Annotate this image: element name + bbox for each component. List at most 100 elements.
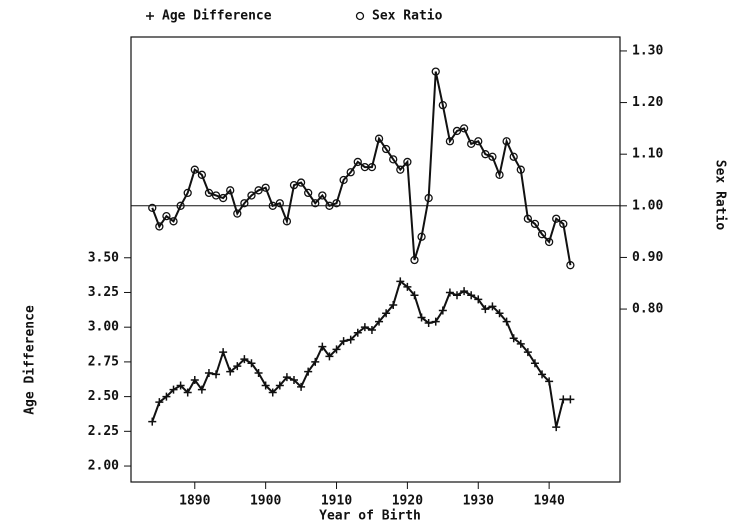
circle-marker — [233, 209, 242, 218]
y2-tick-label: 1.00 — [632, 198, 663, 213]
plus-marker — [254, 369, 263, 378]
plus-marker — [297, 382, 306, 391]
circle-marker — [226, 186, 235, 195]
circle-marker — [282, 217, 292, 226]
x-tick-label: 1890 — [179, 494, 210, 509]
y-tick-label: 2.75 — [88, 354, 119, 369]
circle-marker — [424, 193, 433, 203]
plus-marker — [290, 375, 298, 384]
y2-tick-label: 1.30 — [632, 43, 663, 58]
plus-marker — [176, 381, 185, 390]
plus-marker — [559, 395, 568, 404]
circle-marker — [367, 162, 377, 172]
y2-tick-label: 0.90 — [632, 250, 663, 265]
circle-marker — [197, 170, 207, 179]
plus-marker — [339, 337, 348, 346]
circle-marker — [289, 181, 299, 190]
circle-marker — [183, 188, 192, 198]
circle-marker — [318, 191, 327, 200]
circle-marker — [552, 214, 561, 223]
plus-marker — [375, 317, 384, 326]
plus-marker — [552, 423, 561, 432]
plus-marker — [190, 375, 199, 384]
x-tick-label: 1920 — [392, 494, 423, 509]
y2-tick-label: 1.20 — [632, 95, 663, 110]
y2-tick-label: 1.10 — [632, 147, 663, 162]
circle-marker — [431, 67, 440, 76]
plus-marker — [523, 348, 532, 357]
circle-marker — [353, 157, 362, 167]
plus-marker — [438, 306, 447, 315]
plus-marker — [212, 370, 221, 379]
plus-marker — [417, 313, 426, 322]
circle-marker — [155, 222, 164, 231]
y-tick-label: 2.00 — [88, 459, 119, 474]
circle-marker — [268, 201, 277, 210]
circle-marker — [389, 155, 398, 164]
circle-marker — [544, 237, 554, 247]
circle-marker — [537, 230, 547, 239]
circle-marker — [211, 191, 221, 200]
circle-marker — [488, 152, 497, 161]
plus-marker — [325, 352, 334, 361]
circle-marker — [218, 193, 228, 203]
x-axis-label: Year of Birth — [319, 509, 421, 524]
y2-tick-label: 0.80 — [632, 302, 663, 317]
plus-marker — [311, 357, 320, 366]
plus-marker — [530, 359, 539, 368]
circle-marker — [332, 199, 341, 208]
circle-marker — [296, 178, 306, 187]
plot-frame — [130, 36, 621, 483]
circle-marker — [275, 199, 284, 208]
plus-marker — [403, 282, 412, 291]
plus-marker — [148, 417, 157, 426]
circle-marker — [204, 188, 214, 198]
circle-marker — [467, 139, 476, 149]
circle-marker — [261, 183, 270, 192]
plus-marker — [282, 373, 291, 382]
circle-marker — [311, 199, 320, 208]
y-axis-label: Age Difference — [23, 305, 38, 415]
circle-marker — [169, 217, 178, 226]
plus-marker — [516, 339, 525, 348]
plus-marker — [460, 287, 469, 296]
plus-marker — [162, 392, 171, 401]
circle-marker — [148, 203, 157, 213]
plus-marker — [169, 385, 178, 394]
y-tick-label: 3.00 — [88, 320, 119, 335]
plus-marker — [183, 388, 192, 397]
plus-marker — [566, 395, 575, 404]
plus-marker — [410, 291, 419, 300]
y2-axis-label: Sex Ratio — [713, 160, 728, 231]
circle-marker — [516, 165, 525, 174]
plus-marker — [424, 319, 433, 328]
circle-marker — [396, 165, 405, 174]
y-tick-label: 2.50 — [88, 389, 119, 404]
plus-marker — [247, 359, 256, 368]
circle-marker — [481, 150, 490, 159]
series-line — [151, 279, 571, 428]
plus-marker — [509, 334, 518, 343]
plus-marker — [346, 335, 355, 344]
plus-marker — [204, 369, 213, 378]
plus-marker — [382, 309, 391, 318]
plus-marker — [389, 300, 398, 309]
circle-marker — [559, 219, 568, 229]
plus-marker — [146, 12, 154, 20]
legend-label: Age Difference — [162, 9, 272, 24]
circle-marker — [176, 201, 185, 210]
circle-marker — [346, 168, 355, 177]
plus-marker — [495, 309, 504, 318]
x-tick-label: 1940 — [533, 494, 564, 509]
series-line — [151, 71, 572, 266]
plus-marker — [275, 381, 284, 390]
circle-marker — [474, 137, 483, 146]
circle-marker — [530, 219, 540, 229]
circle-marker — [495, 170, 504, 179]
circle-marker — [339, 175, 348, 185]
plus-marker — [261, 381, 270, 390]
legend-label: Sex Ratio — [372, 9, 443, 24]
circle-marker — [381, 144, 391, 154]
plus-marker — [367, 325, 376, 334]
